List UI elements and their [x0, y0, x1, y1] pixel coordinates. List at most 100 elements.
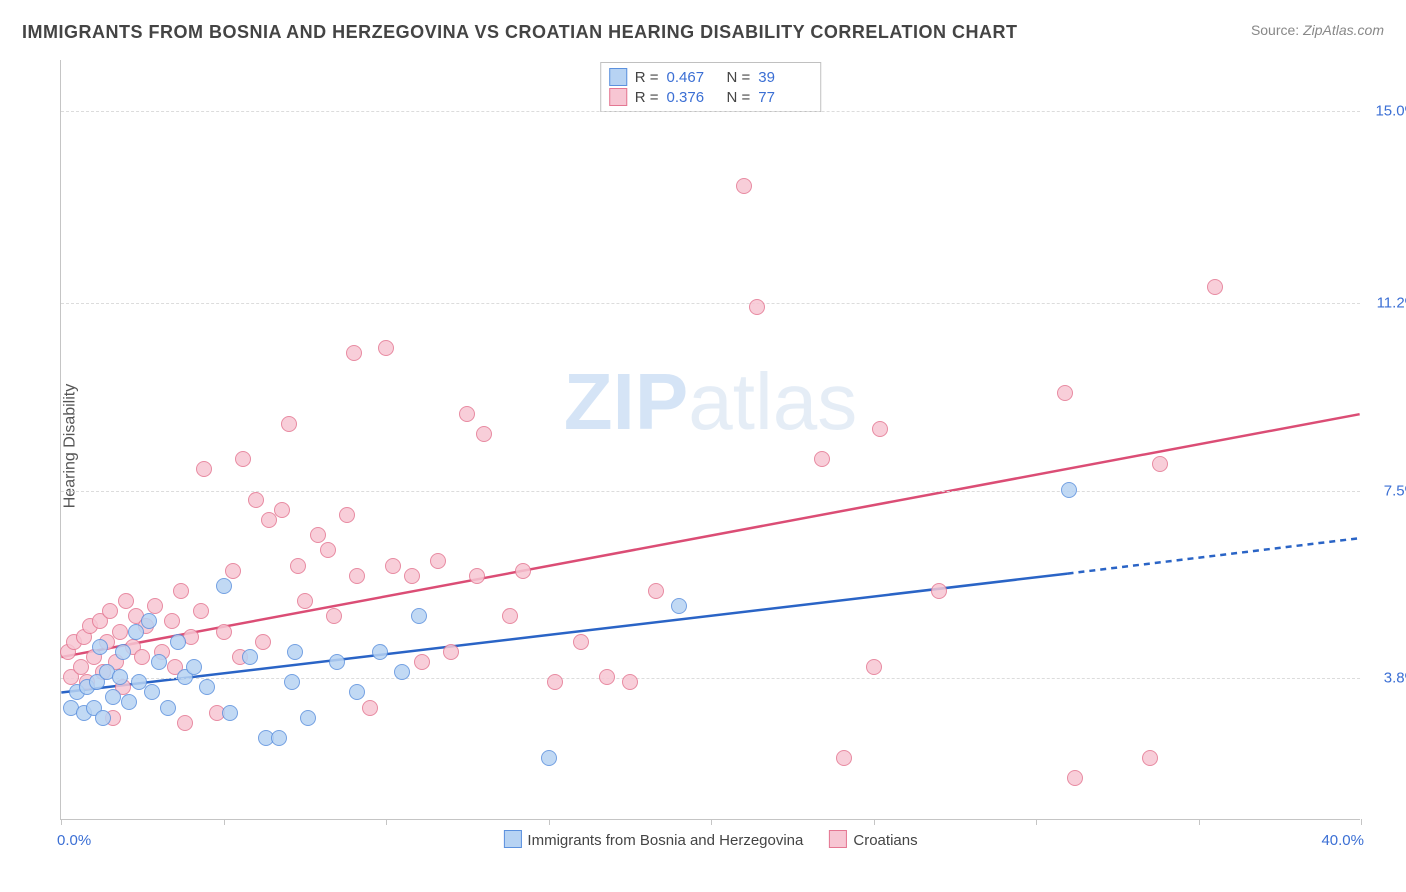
data-point-croatians — [459, 406, 475, 422]
legend-swatch-bosnia — [609, 68, 627, 86]
data-point-croatians — [216, 624, 232, 640]
y-tick-label: 7.5% — [1384, 482, 1406, 499]
data-point-bosnia — [394, 664, 410, 680]
legend-stats-row-bosnia: R = 0.467 N = 39 — [609, 67, 811, 87]
legend-stats-box: R = 0.467 N = 39 R = 0.376 N = 77 — [600, 62, 822, 112]
watermark-rest: atlas — [688, 357, 857, 446]
data-point-croatians — [515, 563, 531, 579]
legend-r-label: R = — [635, 89, 659, 106]
regression-line — [1068, 538, 1360, 573]
regression-lines-layer — [61, 60, 1360, 819]
data-point-croatians — [362, 700, 378, 716]
data-point-croatians — [112, 624, 128, 640]
data-point-croatians — [248, 492, 264, 508]
data-point-bosnia — [242, 649, 258, 665]
data-point-croatians — [196, 461, 212, 477]
source-name: ZipAtlas.com — [1303, 22, 1384, 38]
legend-r-label: R = — [635, 69, 659, 86]
data-point-bosnia — [105, 689, 121, 705]
gridline — [61, 678, 1360, 679]
data-point-croatians — [866, 659, 882, 675]
data-point-bosnia — [541, 750, 557, 766]
data-point-croatians — [469, 568, 485, 584]
legend-series-name-bosnia: Immigrants from Bosnia and Herzegovina — [527, 832, 803, 849]
legend-series-name-croatians: Croatians — [853, 832, 917, 849]
data-point-bosnia — [300, 710, 316, 726]
data-point-croatians — [872, 421, 888, 437]
legend-r-value-croatians: 0.376 — [667, 89, 719, 106]
y-tick-label: 3.8% — [1384, 670, 1406, 687]
x-tick — [1036, 819, 1037, 825]
regression-line — [61, 414, 1359, 657]
legend-series-bosnia: Immigrants from Bosnia and Herzegovina — [503, 830, 803, 849]
data-point-bosnia — [411, 608, 427, 624]
data-point-bosnia — [284, 674, 300, 690]
legend-series-croatians: Croatians — [829, 830, 917, 849]
data-point-croatians — [102, 603, 118, 619]
data-point-bosnia — [671, 598, 687, 614]
data-point-bosnia — [112, 669, 128, 685]
data-point-bosnia — [144, 684, 160, 700]
data-point-croatians — [749, 299, 765, 315]
y-tick-label: 11.2% — [1377, 295, 1406, 312]
x-tick — [386, 819, 387, 825]
data-point-croatians — [310, 527, 326, 543]
data-point-croatians — [255, 634, 271, 650]
data-point-croatians — [573, 634, 589, 650]
data-point-croatians — [193, 603, 209, 619]
legend-stats-row-croatians: R = 0.376 N = 77 — [609, 87, 811, 107]
legend-swatch-croatians — [609, 88, 627, 106]
data-point-bosnia — [160, 700, 176, 716]
data-point-croatians — [274, 502, 290, 518]
source-prefix: Source: — [1251, 22, 1303, 38]
data-point-croatians — [622, 674, 638, 690]
data-point-croatians — [1142, 750, 1158, 766]
watermark-bold: ZIP — [564, 357, 688, 446]
data-point-croatians — [1152, 456, 1168, 472]
x-tick — [549, 819, 550, 825]
data-point-croatians — [736, 178, 752, 194]
legend-n-value-bosnia: 39 — [758, 69, 810, 86]
data-point-bosnia — [141, 613, 157, 629]
data-point-bosnia — [222, 705, 238, 721]
data-point-croatians — [414, 654, 430, 670]
data-point-bosnia — [329, 654, 345, 670]
legend-series-box: Immigrants from Bosnia and Herzegovina C… — [503, 830, 917, 849]
data-point-croatians — [297, 593, 313, 609]
data-point-croatians — [443, 644, 459, 660]
chart-title: IMMIGRANTS FROM BOSNIA AND HERZEGOVINA V… — [22, 22, 1018, 43]
data-point-bosnia — [349, 684, 365, 700]
data-point-croatians — [164, 613, 180, 629]
data-point-bosnia — [186, 659, 202, 675]
x-tick — [1361, 819, 1362, 825]
legend-swatch-croatians — [829, 830, 847, 848]
data-point-croatians — [118, 593, 134, 609]
data-point-croatians — [502, 608, 518, 624]
y-tick-label: 15.0% — [1375, 102, 1406, 119]
data-point-bosnia — [372, 644, 388, 660]
data-point-croatians — [225, 563, 241, 579]
x-tick — [224, 819, 225, 825]
watermark: ZIPatlas — [564, 356, 857, 448]
x-tick — [874, 819, 875, 825]
data-point-croatians — [177, 715, 193, 731]
data-point-croatians — [290, 558, 306, 574]
data-point-croatians — [147, 598, 163, 614]
data-point-bosnia — [1061, 482, 1077, 498]
legend-swatch-bosnia — [503, 830, 521, 848]
data-point-croatians — [599, 669, 615, 685]
data-point-croatians — [648, 583, 664, 599]
data-point-croatians — [134, 649, 150, 665]
source-attribution: Source: ZipAtlas.com — [1251, 22, 1384, 38]
scatter-plot-area: ZIPatlas R = 0.467 N = 39 R = 0.376 N = … — [60, 60, 1360, 820]
data-point-croatians — [1067, 770, 1083, 786]
data-point-croatians — [404, 568, 420, 584]
x-axis-max-label: 40.0% — [1321, 832, 1364, 849]
data-point-croatians — [814, 451, 830, 467]
data-point-bosnia — [121, 694, 137, 710]
data-point-bosnia — [287, 644, 303, 660]
data-point-croatians — [931, 583, 947, 599]
data-point-croatians — [1057, 385, 1073, 401]
data-point-croatians — [547, 674, 563, 690]
data-point-croatians — [476, 426, 492, 442]
